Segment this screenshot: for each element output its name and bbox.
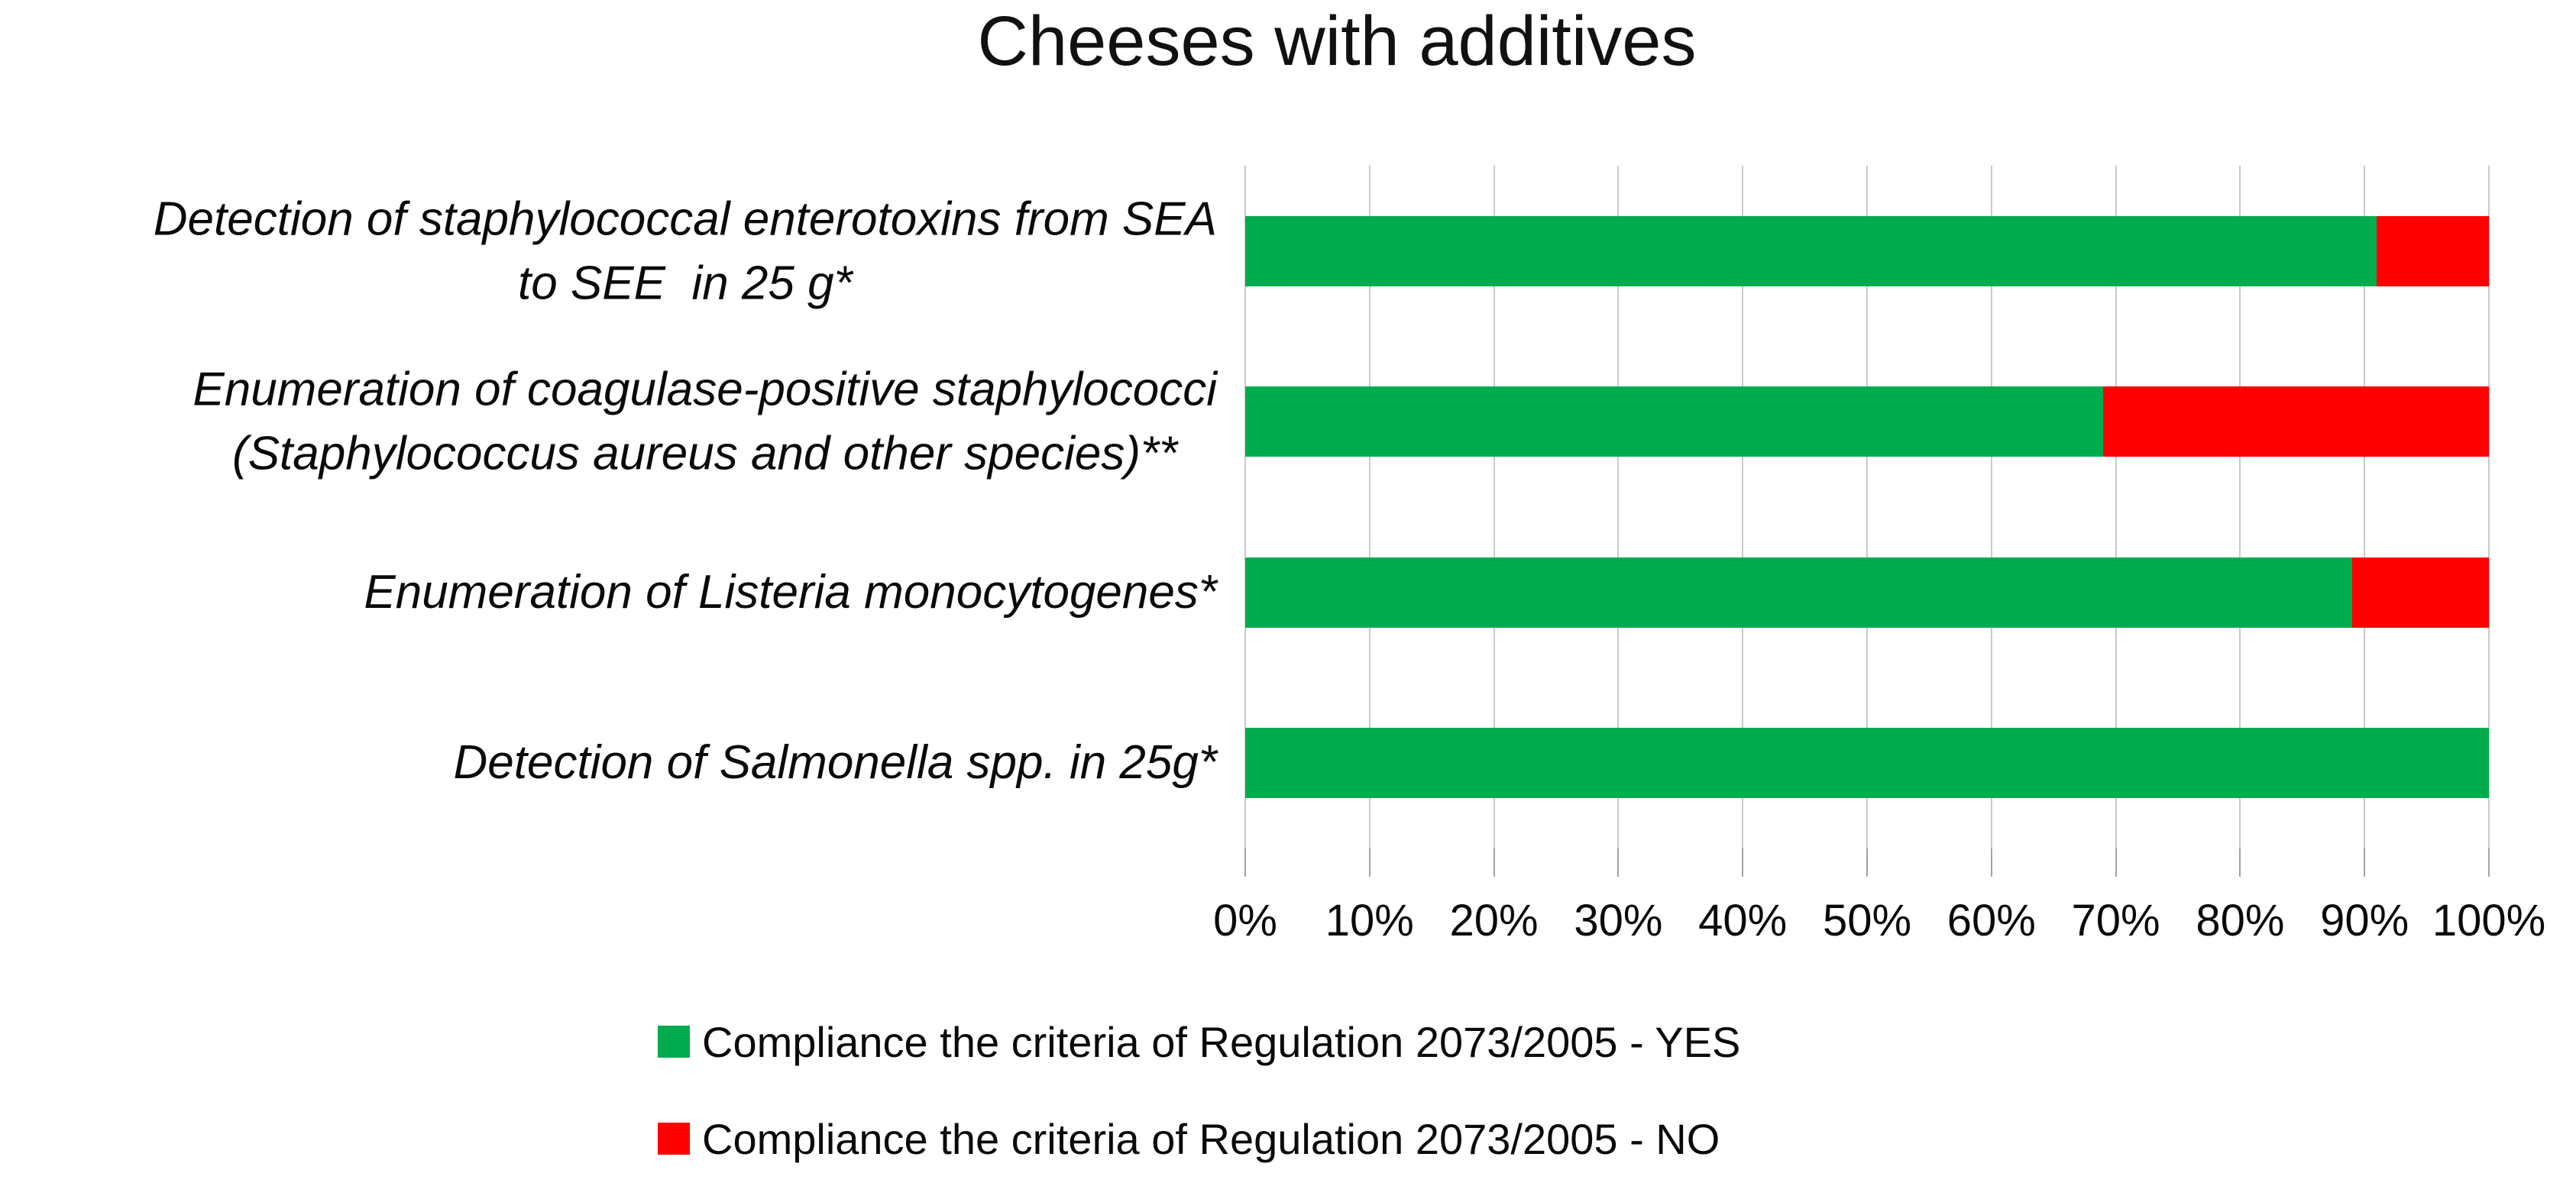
bar-row xyxy=(1245,728,2489,798)
axis-tick xyxy=(2488,848,2490,877)
category-label: Detection of staphylococcal enterotoxins… xyxy=(154,187,1217,315)
gridline xyxy=(1866,166,1868,848)
category-label-line: Detection of Salmonella spp. in 25g* xyxy=(453,736,1217,790)
bar-segment-yes xyxy=(1245,216,2377,286)
gridline xyxy=(2115,166,2117,848)
category-label: Enumeration of coagulase-positive staphy… xyxy=(193,357,1217,485)
legend-swatch-yes xyxy=(658,1026,690,1058)
legend-item: Compliance the criteria of Regulation 20… xyxy=(658,1112,1720,1165)
x-tick-label: 100% xyxy=(2432,896,2546,945)
axis-tick xyxy=(1617,848,1620,877)
x-tick-label: 0% xyxy=(1213,896,1277,945)
legend-label: Compliance the criteria of Regulation 20… xyxy=(702,1017,1741,1066)
gridline xyxy=(2239,166,2241,848)
category-label-line: Enumeration of coagulase-positive staphy… xyxy=(193,363,1217,416)
bar-row xyxy=(1245,216,2489,286)
gridline xyxy=(1244,166,1246,848)
category-label-line: Detection of staphylococcal enterotoxins… xyxy=(153,192,1217,246)
gridline xyxy=(1617,166,1620,848)
bar-segment-yes xyxy=(1245,557,2352,628)
axis-tick xyxy=(1990,848,1992,877)
gridline xyxy=(2364,166,2366,848)
legend-item: Compliance the criteria of Regulation 20… xyxy=(658,1015,1740,1068)
bar-segment-no xyxy=(2103,386,2489,457)
x-tick-label: 70% xyxy=(2071,896,2160,945)
gridline xyxy=(1742,166,1744,848)
x-tick-label: 20% xyxy=(1449,896,1539,945)
x-tick-label: 10% xyxy=(1325,896,1414,945)
bar-row xyxy=(1245,386,2489,457)
gridline xyxy=(1368,166,1371,848)
category-label: Enumeration of Listeria monocytogenes* xyxy=(364,561,1217,625)
gridline xyxy=(1990,166,1992,848)
legend-swatch-no xyxy=(658,1123,690,1155)
bar-segment-no xyxy=(2351,557,2489,628)
gridline xyxy=(2488,166,2490,848)
legend-label: Compliance the criteria of Regulation 20… xyxy=(702,1114,1720,1163)
bar-row xyxy=(1245,557,2489,628)
axis-tick xyxy=(2364,848,2366,877)
axis-tick xyxy=(2239,848,2241,877)
axis-tick xyxy=(1866,848,1868,877)
category-label-line: Enumeration of Listeria monocytogenes* xyxy=(364,566,1217,619)
x-tick-label: 90% xyxy=(2320,896,2409,945)
bar-segment-no xyxy=(2377,216,2489,286)
x-tick-label: 30% xyxy=(1574,896,1663,945)
x-tick-label: 80% xyxy=(2196,896,2285,945)
axis-tick xyxy=(1368,848,1371,877)
category-label-line: to SEE in 25 g* xyxy=(518,257,853,309)
axis-tick xyxy=(1493,848,1495,877)
category-label: Detection of Salmonella spp. in 25g* xyxy=(453,731,1217,795)
x-tick-label: 50% xyxy=(1822,896,1912,945)
gridline xyxy=(1493,166,1495,848)
category-label-line: (Staphylococcus aureus and other species… xyxy=(232,427,1178,480)
axis-tick xyxy=(2115,848,2117,877)
axis-tick xyxy=(1244,848,1246,877)
bar-segment-yes xyxy=(1245,386,2104,457)
x-tick-label: 60% xyxy=(1947,896,2036,945)
bar-segment-yes xyxy=(1245,728,2489,798)
chart-title: Cheeses with additives xyxy=(977,2,1697,80)
axis-tick xyxy=(1742,848,1744,877)
x-tick-label: 40% xyxy=(1698,896,1788,945)
